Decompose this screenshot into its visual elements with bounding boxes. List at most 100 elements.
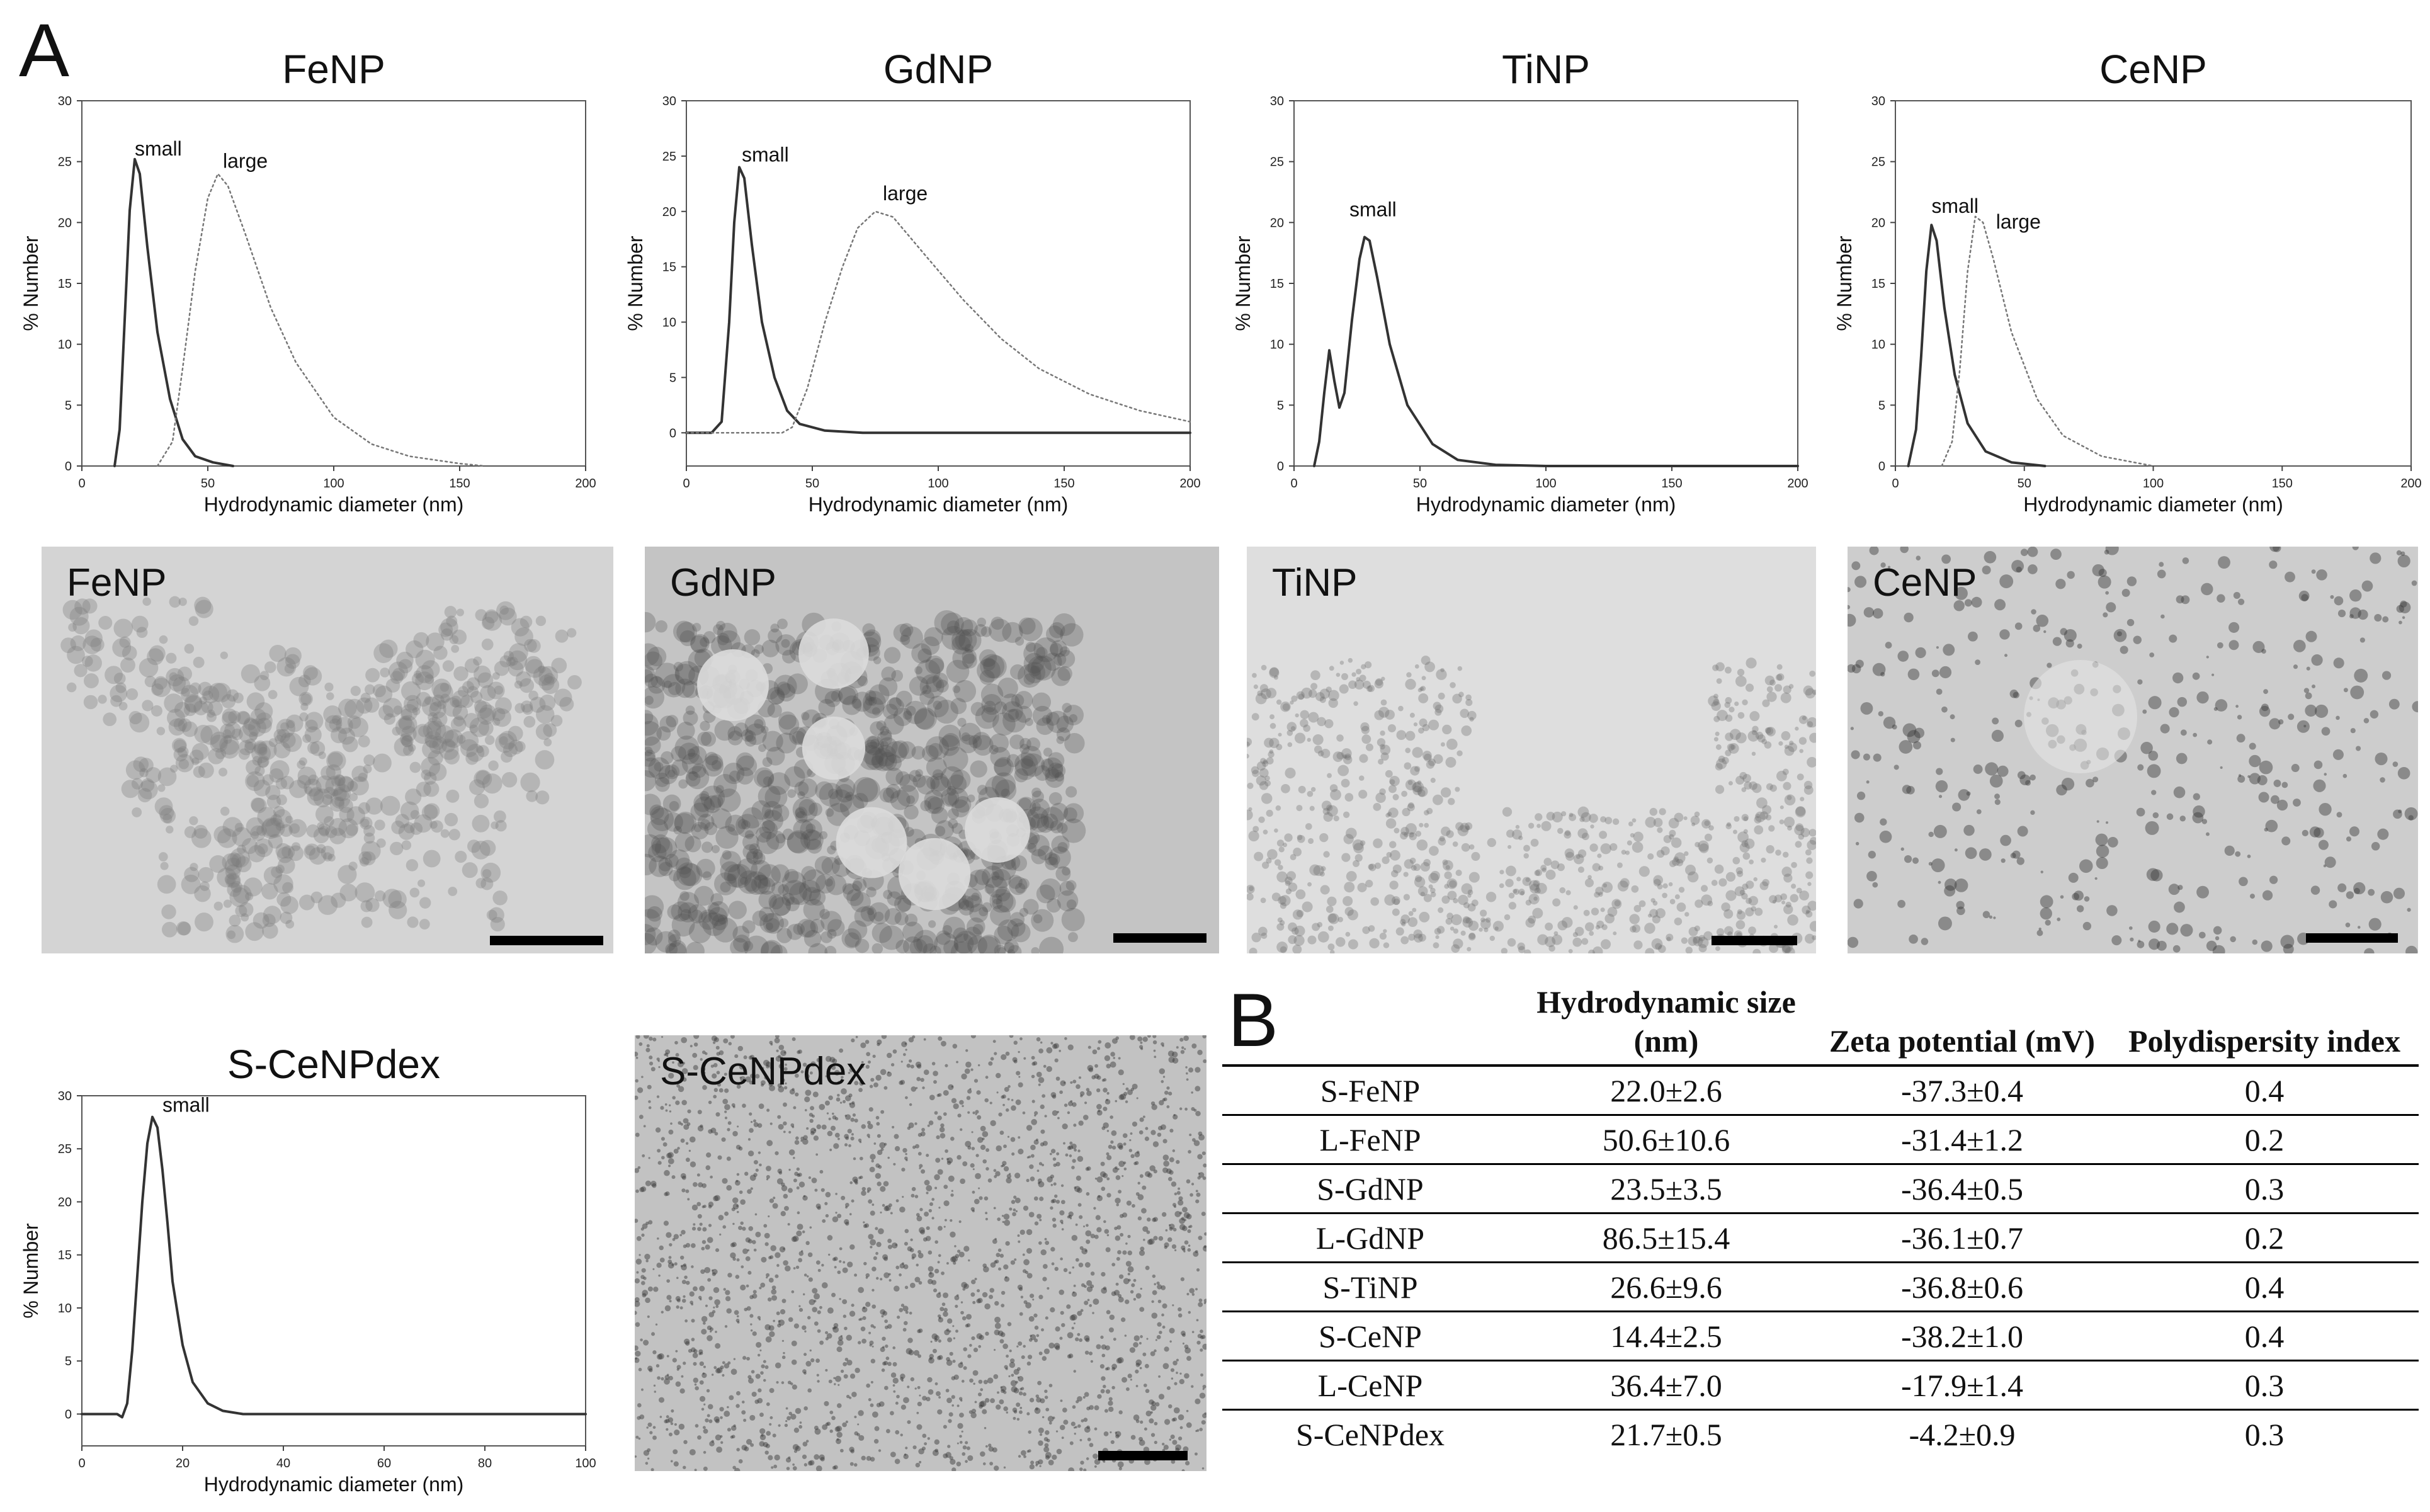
table-cell-size: 36.4±7.0 (1518, 1361, 1814, 1410)
series-line-small (82, 1117, 586, 1418)
x-tick-label: 60 (377, 1457, 391, 1470)
tem-image-tinp: TiNP (1247, 547, 1816, 953)
chart-title: CeNP (2099, 47, 2207, 92)
y-axis-label: % Number (624, 236, 647, 331)
x-axis-label: Hydrodynamic diameter (nm) (204, 1473, 464, 1496)
x-tick-label: 150 (1661, 477, 1682, 491)
y-tick-label: 5 (1878, 399, 1885, 412)
table-cell-size: 21.7±0.5 (1518, 1410, 1814, 1458)
series-line-large (157, 174, 485, 466)
table-cell-sample: S-FeNP (1222, 1066, 1518, 1115)
x-tick-label: 200 (575, 477, 596, 491)
table-cell-sample: S-CeNP (1222, 1312, 1518, 1361)
series-annotation: small (1349, 198, 1397, 221)
y-tick-label: 25 (662, 150, 676, 164)
tem-label: S-CeNPdex (660, 1049, 866, 1094)
table-cell-zeta: -36.1±0.7 (1814, 1214, 2110, 1263)
plot-area (1294, 101, 1798, 466)
table-row: L-GdNP 86.5±15.4 -36.1±0.7 0.2 (1222, 1214, 2419, 1263)
micrograph-texture (42, 547, 613, 953)
y-tick-label: 30 (58, 1089, 72, 1103)
table-cell-size: 23.5±3.5 (1518, 1164, 1814, 1214)
table-cell-sample: L-CeNP (1222, 1361, 1518, 1410)
table-cell-size: 22.0±2.6 (1518, 1066, 1814, 1115)
table-cell-zeta: -38.2±1.0 (1814, 1312, 2110, 1361)
y-tick-label: 15 (1871, 277, 1885, 291)
series-annotation: small (135, 137, 182, 160)
tem-label: GdNP (670, 560, 776, 605)
x-axis-label: Hydrodynamic diameter (nm) (1416, 493, 1676, 516)
y-tick-label: 15 (1270, 277, 1284, 291)
scale-bar (1712, 936, 1797, 945)
table-header-zeta-potential: Zeta potential (mV) (1814, 982, 2110, 1066)
table-cell-pdi: 0.4 (2110, 1312, 2419, 1361)
chart-title: FeNP (282, 47, 385, 92)
y-tick-label: 5 (65, 399, 72, 412)
table-header-row: Hydrodynamic size (nm) Zeta potential (m… (1222, 982, 2419, 1066)
y-tick-label: 5 (1277, 399, 1284, 412)
table-row: L-FeNP 50.6±10.6 -31.4±1.2 0.2 (1222, 1115, 2419, 1164)
series-annotation: small (162, 1093, 210, 1116)
properties-table: Hydrodynamic size (nm) Zeta potential (m… (1222, 982, 2419, 1458)
y-tick-label: 25 (1270, 156, 1284, 169)
x-tick-label: 0 (683, 477, 690, 491)
micrograph-texture (635, 1035, 1206, 1471)
y-tick-label: 25 (58, 156, 72, 169)
table-row: L-CeNP 36.4±7.0 -17.9±1.4 0.3 (1222, 1361, 2419, 1410)
table-cell-size: 26.6±9.6 (1518, 1263, 1814, 1312)
table-cell-pdi: 0.2 (2110, 1115, 2419, 1164)
y-axis-label: % Number (20, 236, 42, 331)
series-annotation: small (1931, 195, 1979, 217)
series-line-large (1942, 217, 2154, 466)
x-tick-label: 100 (1535, 477, 1556, 491)
y-axis-label: % Number (1833, 236, 1856, 331)
series-line-small (1314, 237, 1798, 467)
table-row: S-FeNP 22.0±2.6 -37.3±0.4 0.4 (1222, 1066, 2419, 1115)
x-tick-label: 0 (1290, 477, 1297, 491)
x-tick-label: 150 (1053, 477, 1074, 491)
table-cell-size: 14.4±2.5 (1518, 1312, 1814, 1361)
y-tick-label: 0 (1277, 460, 1284, 474)
y-tick-label: 25 (1871, 156, 1885, 169)
table-cell-sample: L-FeNP (1222, 1115, 1518, 1164)
table-cell-sample: S-CeNPdex (1222, 1410, 1518, 1458)
x-tick-label: 40 (276, 1457, 290, 1470)
y-tick-label: 10 (58, 338, 72, 352)
x-tick-label: 150 (449, 477, 470, 491)
chart-title: GdNP (883, 47, 993, 92)
series-annotation: small (742, 144, 789, 166)
x-tick-label: 200 (1179, 477, 1200, 491)
y-tick-label: 30 (1871, 94, 1885, 108)
table-cell-pdi: 0.3 (2110, 1361, 2419, 1410)
x-tick-label: 0 (78, 477, 85, 491)
nanoparticle-properties-table: Hydrodynamic size (nm) Zeta potential (m… (1222, 982, 2419, 1458)
x-axis-label: Hydrodynamic diameter (nm) (809, 493, 1069, 516)
table-cell-pdi: 0.4 (2110, 1066, 2419, 1115)
x-tick-label: 200 (1787, 477, 1808, 491)
y-tick-label: 5 (65, 1355, 72, 1368)
scale-bar (2306, 933, 2398, 943)
x-tick-label: 100 (575, 1457, 596, 1470)
chart-title: TiNP (1502, 47, 1590, 92)
x-tick-label: 150 (2272, 477, 2293, 491)
table-cell-sample: S-TiNP (1222, 1263, 1518, 1312)
scale-bar (490, 936, 603, 945)
series-line-small (686, 168, 1190, 433)
table-cell-pdi: 0.4 (2110, 1263, 2419, 1312)
tem-image-gdnp: GdNP (645, 547, 1219, 953)
x-tick-label: 0 (1892, 477, 1899, 491)
y-axis-label: % Number (20, 1223, 42, 1319)
y-tick-label: 0 (65, 1407, 72, 1421)
x-axis-label: Hydrodynamic diameter (nm) (2023, 493, 2283, 516)
y-tick-label: 0 (65, 460, 72, 474)
y-tick-label: 20 (1871, 216, 1885, 230)
series-line-small (115, 159, 233, 466)
y-tick-label: 15 (58, 1249, 72, 1263)
table-cell-zeta: -4.2±0.9 (1814, 1410, 2110, 1458)
x-tick-label: 20 (176, 1457, 190, 1470)
